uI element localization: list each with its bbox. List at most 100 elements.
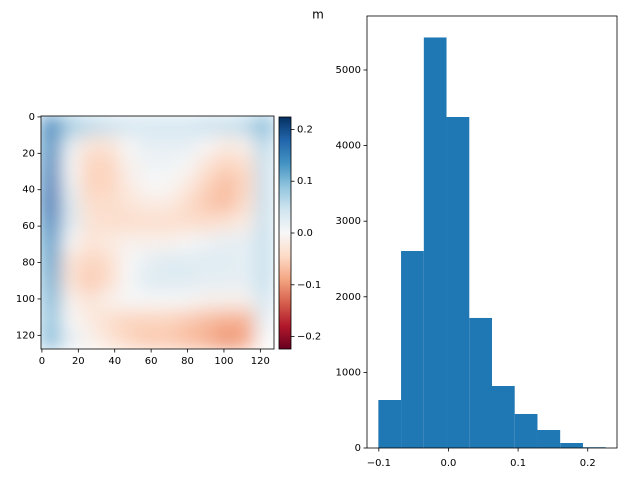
heat-cell: [254, 154, 274, 175]
heat-cell: [118, 135, 139, 156]
heat-cell: [196, 116, 217, 136]
heat-cell: [79, 251, 100, 272]
heat-cell: [254, 193, 274, 214]
heat-cell: [138, 232, 158, 253]
heat-cell: [176, 232, 197, 253]
heat-cell: [157, 154, 178, 175]
colorbar-tick-label: 0.0: [297, 228, 313, 239]
heat-cell: [41, 251, 61, 272]
heat-cell: [60, 174, 81, 195]
heat-cell: [118, 154, 139, 175]
heat-cell: [235, 135, 256, 156]
heat-cell: [215, 116, 236, 136]
heat-cell: [41, 271, 61, 292]
heat-cell: [157, 251, 178, 272]
heat-cell: [196, 271, 217, 292]
heat-cell: [176, 135, 197, 156]
heat-cell: [235, 174, 256, 195]
heat-cell: [157, 329, 178, 349]
heat-cell: [157, 310, 178, 331]
y-tick-label: 80: [22, 258, 35, 269]
heat-cell: [118, 251, 139, 272]
heat-cell: [254, 251, 274, 272]
heat-cell: [215, 174, 236, 195]
heat-cell: [196, 193, 217, 214]
heat-cell: [41, 174, 61, 195]
x-tick-label: −0.1: [367, 458, 391, 469]
heat-cell: [60, 116, 81, 136]
heat-cell: [118, 116, 139, 136]
y-tick-label: 2000: [336, 292, 361, 303]
colorbar-tick-label: 0.1: [297, 176, 313, 187]
colorbar-tick-label: −0.2: [297, 332, 321, 343]
heat-cell: [41, 232, 61, 253]
heat-cell: [254, 174, 274, 195]
heat-cell: [60, 193, 81, 214]
heat-cell: [254, 329, 274, 349]
heat-cell: [41, 329, 61, 349]
heat-cell: [99, 116, 120, 136]
heat-cell: [157, 193, 178, 214]
heat-cell: [215, 251, 236, 272]
y-tick-label: 100: [16, 294, 35, 305]
y-tick-label: 0: [29, 112, 35, 123]
hist-bar: [492, 386, 515, 448]
heat-cell: [79, 329, 100, 349]
heat-cell: [118, 213, 139, 233]
heat-cell: [196, 329, 217, 349]
heat-cell: [79, 116, 100, 136]
heat-cell: [157, 232, 178, 253]
heat-cell: [60, 251, 81, 272]
heat-cell: [99, 135, 120, 156]
heat-cell: [118, 310, 139, 331]
heatmap-image: [41, 116, 274, 349]
heat-cell: [157, 116, 178, 136]
x-tick-label: 120: [251, 356, 270, 367]
heat-cell: [118, 271, 139, 292]
heat-cell: [60, 232, 81, 253]
heat-cell: [196, 310, 217, 331]
heat-cell: [99, 251, 120, 272]
heat-cell: [157, 213, 178, 233]
heat-cell: [157, 135, 178, 156]
heat-cell: [79, 290, 100, 311]
heat-cell: [41, 290, 61, 311]
heat-cell: [215, 271, 236, 292]
heat-cell: [41, 213, 61, 233]
heat-cell: [196, 154, 217, 175]
heat-cell: [176, 174, 197, 195]
heat-cell: [60, 135, 81, 156]
heat-cell: [215, 232, 236, 253]
heat-cell: [138, 135, 158, 156]
x-tick-label: 0.1: [510, 458, 526, 469]
heat-cell: [118, 329, 139, 349]
heat-cell: [79, 271, 100, 292]
heat-cell: [118, 232, 139, 253]
heat-cell: [99, 174, 120, 195]
figure-title: m: [312, 8, 324, 22]
heat-cell: [79, 193, 100, 214]
hist-bar: [560, 443, 583, 448]
heat-cell: [138, 329, 158, 349]
heat-cell: [79, 154, 100, 175]
x-tick-label: 80: [181, 356, 194, 367]
y-tick-label: 5000: [336, 65, 361, 76]
heat-cell: [138, 271, 158, 292]
heat-cell: [99, 329, 120, 349]
heat-cell: [138, 213, 158, 233]
heat-cell: [196, 232, 217, 253]
heat-cell: [99, 154, 120, 175]
x-tick-label: 60: [145, 356, 158, 367]
heat-cell: [235, 232, 256, 253]
heat-cell: [118, 290, 139, 311]
heat-cell: [41, 116, 61, 136]
heat-cell: [176, 213, 197, 233]
heat-cell: [79, 174, 100, 195]
hist-bar: [401, 250, 424, 448]
heat-cell: [60, 290, 81, 311]
heat-cell: [60, 329, 81, 349]
colorbar-tick-label: −0.1: [297, 280, 321, 291]
axes-frame: [366, 15, 618, 449]
heat-cell: [196, 290, 217, 311]
heatmap-cells: [41, 116, 274, 349]
